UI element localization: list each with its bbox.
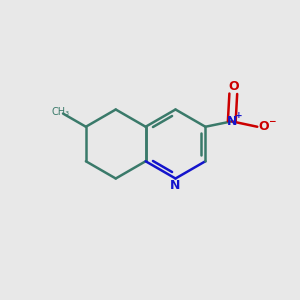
Text: CH₃: CH₃ — [52, 107, 70, 117]
Text: −: − — [268, 117, 275, 126]
Text: +: + — [235, 111, 243, 120]
Text: O: O — [259, 120, 269, 133]
Text: N: N — [226, 115, 237, 128]
Text: N: N — [170, 178, 181, 192]
Text: O: O — [228, 80, 238, 93]
